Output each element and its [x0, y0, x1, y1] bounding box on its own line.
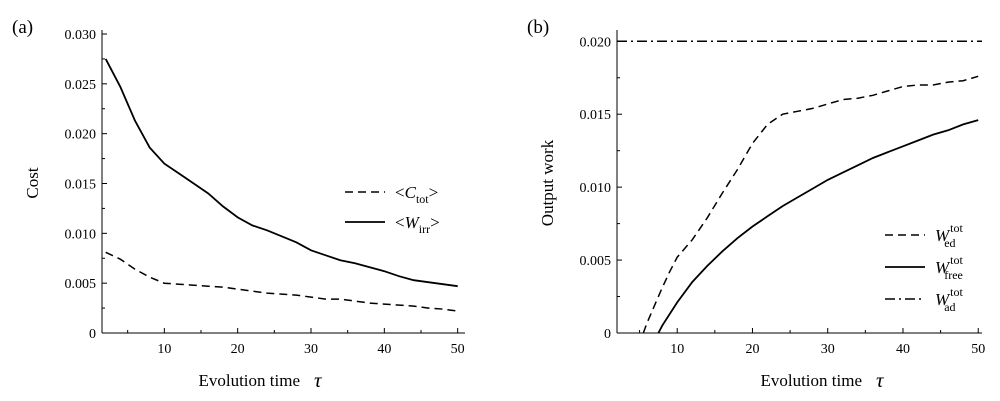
- y-tick-label: 0: [604, 327, 611, 342]
- x-tick-label: 30: [821, 342, 835, 357]
- legend-subscript: free: [944, 268, 963, 282]
- legend-superscript: tot: [950, 221, 963, 235]
- x-tick-label: 10: [670, 342, 684, 357]
- y-tick-label: 0.020: [65, 128, 97, 143]
- legend-subscript: ed: [944, 236, 955, 250]
- y-tick-label: 0.030: [65, 28, 97, 43]
- legend-symbol: W: [935, 290, 951, 309]
- panel-a-label: (a): [12, 17, 33, 38]
- x-tick-label: 40: [377, 342, 391, 357]
- y-tick-label: 0.005: [65, 277, 97, 292]
- y-tick-label: 0: [89, 327, 96, 342]
- panel-b-y-axis-title: Output work: [538, 139, 557, 226]
- y-tick-label: 0.020: [580, 35, 612, 50]
- series-line-irr: [104, 58, 458, 288]
- panel-b-label: (b): [527, 17, 549, 38]
- panel-b-axes: [616, 30, 982, 334]
- x-tick-label: 10: [157, 342, 171, 357]
- legend-symbol: W: [405, 213, 421, 232]
- panel-b-x-axis-symbol: τ: [876, 368, 885, 392]
- legend-subscript: ad: [944, 300, 955, 314]
- x-tick-label: 50: [451, 342, 465, 357]
- legend-symbol: W: [935, 226, 951, 245]
- legend-label-ed: Wtot ed: [935, 221, 964, 250]
- panel-b-ticks: 10 20 30 40 50 0 0.005 0.010 0.015 0.020: [580, 35, 986, 357]
- panel-a-x-axis-title: Evolution time: [198, 371, 300, 390]
- legend-label-irr: <Wirr>: [395, 213, 440, 236]
- legend-label-tot: <Ctot>: [395, 183, 438, 206]
- y-tick-label: 0.005: [580, 254, 612, 269]
- y-tick-label: 0.010: [580, 181, 612, 196]
- y-tick-label: 0.015: [65, 178, 97, 193]
- panel-a-ticks: 10 20 30 40 50 0 0.005 0.010 0.015 0.020 0.025 0.03…: [65, 28, 465, 357]
- legend-suffix: >: [430, 213, 440, 232]
- x-tick-label: 20: [745, 342, 759, 357]
- x-tick-label: 30: [304, 342, 318, 357]
- series-line-ed: [642, 75, 979, 333]
- series-line-free: [657, 119, 979, 333]
- y-tick-label: 0.010: [65, 227, 97, 242]
- legend-superscript: tot: [950, 285, 963, 299]
- x-tick-label: 40: [896, 342, 910, 357]
- panel-b-x-axis-title: Evolution time: [760, 371, 862, 390]
- x-tick-label: 50: [971, 342, 985, 357]
- legend-prefix: <: [395, 213, 405, 232]
- panel-b-output-work-chart: (b) Output work Evolution time τ 10 20 30 4…: [527, 17, 985, 392]
- panel-b-series: [617, 40, 982, 333]
- legend-suffix: >: [429, 183, 439, 202]
- series-line-tot: [105, 251, 458, 312]
- x-tick-label: 20: [231, 342, 245, 357]
- legend-prefix: <: [395, 183, 405, 202]
- panel-a-series: [104, 58, 458, 312]
- legend-symbol: W: [935, 258, 951, 277]
- legend-subscript: irr: [419, 222, 430, 236]
- legend-superscript: tot: [950, 253, 963, 267]
- legend-symbol: C: [405, 183, 417, 202]
- panel-a-cost-chart: (a) Cost Evolution time τ 10 20 30 40 50 0 0.0…: [12, 17, 465, 392]
- panel-a-legend: <Ctot><Wirr>: [345, 183, 440, 236]
- legend-label-ad: Wtot ad: [935, 285, 964, 314]
- panel-a-y-axis-title: Cost: [23, 167, 42, 198]
- panel-a-axes: [101, 30, 465, 334]
- panel-a-x-axis-symbol: τ: [314, 368, 323, 392]
- legend-label-free: Wtot free: [935, 253, 964, 282]
- legend-subscript: tot: [416, 192, 429, 206]
- y-tick-label: 0.025: [65, 78, 97, 93]
- y-tick-label: 0.015: [580, 108, 612, 123]
